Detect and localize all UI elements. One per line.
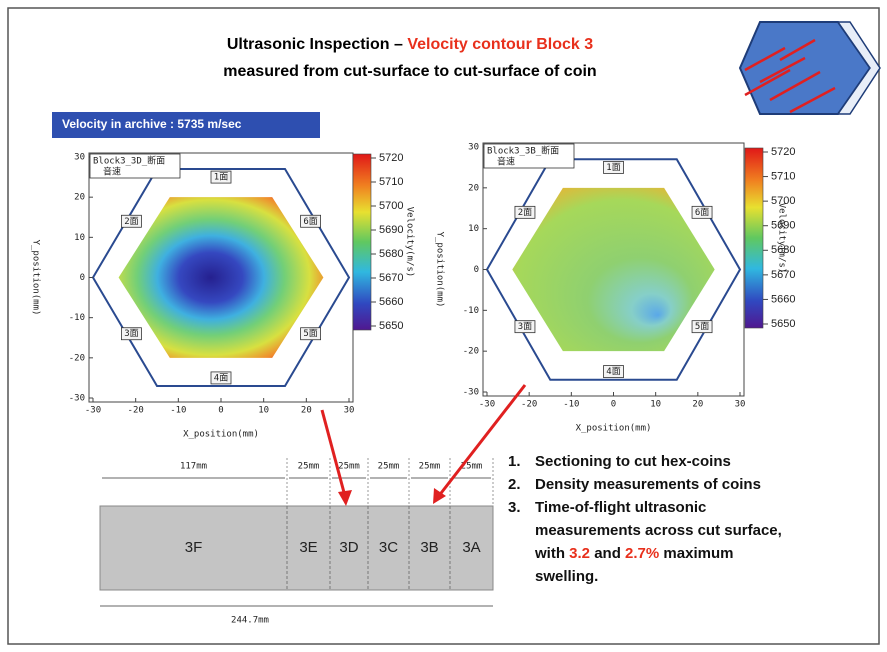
region-label: 6面 [303, 216, 317, 227]
section-label: 3D [339, 539, 358, 556]
colorbar-tick-label: 5700 [379, 200, 403, 212]
colorbar-tick-label: 5710 [379, 176, 403, 188]
x-tick-label: 10 [258, 406, 269, 416]
colorbar-tick-label: 5660 [771, 293, 795, 305]
x-tick-label: -10 [563, 400, 579, 410]
y-tick-label: -30 [69, 394, 85, 404]
region-label: 5面 [695, 321, 709, 332]
plot-name: Block3_3B_断面 [487, 145, 559, 157]
list-item: Sectioning to cut hex-coins [535, 453, 731, 470]
dimension-label: 244.7mm [231, 616, 269, 626]
y-axis-label: Y_position(mm) [31, 240, 41, 316]
region-label: 1面 [606, 162, 620, 173]
x-tick-label: 10 [650, 400, 661, 410]
dimension-label: 25mm [378, 462, 400, 472]
x-tick-label: 20 [301, 406, 312, 416]
region-label: 1面 [214, 172, 228, 183]
plot-name: Block3_3D_断面 [93, 155, 165, 167]
y-tick-label: 30 [74, 153, 85, 163]
dimension-label: 25mm [419, 462, 441, 472]
x-tick-label: 0 [611, 400, 616, 410]
y-tick-label: -30 [463, 388, 479, 398]
contour-plot: -30 -20 -10 0 10 20 30 -30 -20 -10 0 10 20 30 X_positi… [435, 143, 796, 434]
section-label: 3E [299, 539, 317, 556]
x-axis-label: X_position(mm) [576, 424, 652, 434]
plot-subname: 音速 [497, 156, 515, 168]
section-label: 3F [185, 539, 203, 556]
section-label: 3A [462, 539, 480, 556]
dimension-label: 25mm [298, 462, 320, 472]
list-number: 1. [508, 453, 521, 470]
y-tick-label: -20 [69, 353, 85, 363]
colorbar-tick-label: 5710 [771, 170, 795, 182]
x-tick-label: -30 [479, 400, 495, 410]
y-tick-label: 10 [74, 233, 85, 243]
y-tick-label: 30 [468, 143, 479, 153]
colorbar [353, 154, 371, 330]
x-tick-label: 30 [735, 400, 746, 410]
region-label: 3面 [124, 328, 138, 339]
list-number: 2. [508, 476, 521, 493]
colorbar-tick-label: 5660 [379, 296, 403, 308]
text: with [534, 545, 569, 562]
x-axis-label: X_position(mm) [183, 430, 259, 440]
colorbar-tick-label: 5680 [379, 248, 403, 260]
list-item: Density measurements of coins [535, 476, 761, 493]
y-tick-label: 10 [468, 224, 479, 234]
y-tick-label: -20 [463, 347, 479, 357]
y-tick-label: 20 [74, 193, 85, 203]
dimension-label: 117mm [180, 462, 207, 472]
region-label: 5面 [303, 328, 317, 339]
y-tick-label: 20 [468, 183, 479, 193]
list-number: 3. [508, 499, 521, 516]
banner-text: Velocity in archive : 5735 m/sec [62, 117, 242, 131]
hex-icon [740, 22, 880, 114]
y-tick-label: 0 [474, 265, 479, 275]
list-item: with 3.2 and 2.7% maximum [534, 545, 733, 562]
title-highlight: Velocity contour Block 3 [407, 36, 593, 53]
colorbar-tick-label: 5720 [771, 146, 795, 158]
colorbar-tick-label: 5650 [379, 320, 403, 332]
x-tick-label: 0 [218, 406, 223, 416]
y-tick-label: -10 [69, 313, 85, 323]
x-tick-label: 20 [692, 400, 703, 410]
x-tick-label: 30 [344, 406, 355, 416]
list-item: swelling. [535, 568, 598, 585]
colorbar-label: Velocity(m/s) [777, 203, 787, 273]
y-tick-label: -10 [463, 306, 479, 316]
colorbar-tick-label: 5720 [379, 152, 403, 164]
region-label: 2面 [124, 216, 138, 227]
section-label: 3C [379, 539, 398, 556]
colorbar-tick-label: 5670 [379, 272, 403, 284]
title: Ultrasonic Inspection – Velocity contour… [227, 36, 593, 53]
region-label: 3面 [518, 321, 532, 332]
title-line2: measured from cut-surface to cut-surface… [223, 63, 596, 80]
text: maximum [659, 545, 733, 562]
list-item: Time-of-flight ultrasonic [535, 499, 706, 516]
colorbar-label: Velocity(m/s) [405, 207, 415, 277]
slide: Ultrasonic Inspection – Velocity contour… [0, 0, 887, 652]
list-item: measurements across cut surface, [535, 522, 782, 539]
x-tick-label: -20 [521, 400, 537, 410]
highlight: 3.2 [569, 545, 590, 562]
title-prefix: Ultrasonic Inspection – [227, 36, 407, 53]
plot-subname: 音速 [103, 166, 121, 178]
x-tick-label: -10 [170, 406, 186, 416]
region-label: 2面 [518, 207, 532, 218]
colorbar [745, 148, 763, 328]
highlight: 2.7% [625, 545, 659, 562]
x-tick-label: -30 [85, 406, 101, 416]
colorbar-tick-label: 5690 [379, 224, 403, 236]
x-tick-label: -20 [128, 406, 144, 416]
y-axis-label: Y_position(mm) [435, 232, 445, 308]
region-label: 4面 [214, 372, 228, 383]
section-label: 3B [420, 539, 438, 556]
region-label: 6面 [695, 207, 709, 218]
region-label: 4面 [606, 366, 620, 377]
text: and [590, 545, 625, 562]
dimension-label: 25mm [338, 462, 360, 472]
y-tick-label: 0 [80, 273, 85, 283]
colorbar-tick-label: 5650 [771, 318, 795, 330]
